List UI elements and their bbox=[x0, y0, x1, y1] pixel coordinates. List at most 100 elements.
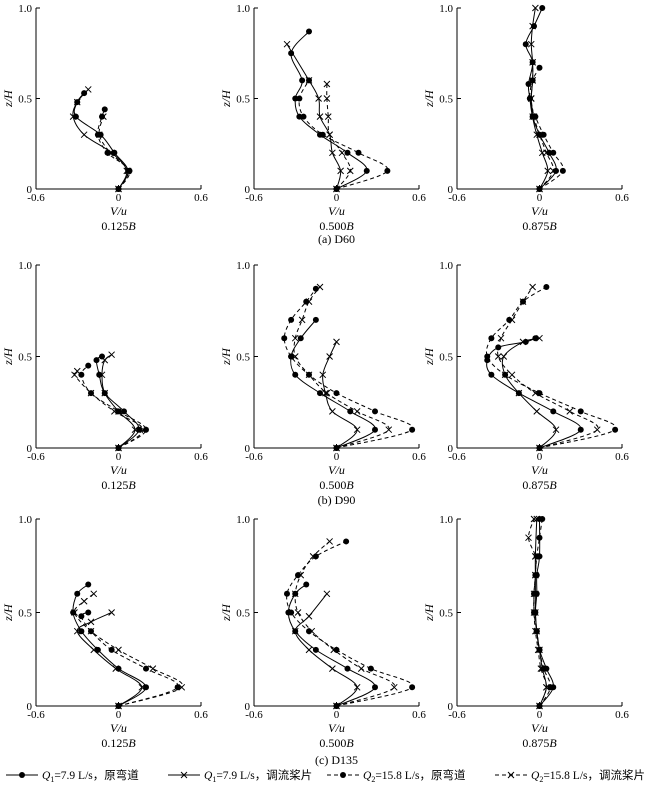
x-axis-label: V/u bbox=[110, 721, 127, 735]
data-point bbox=[527, 95, 535, 102]
data-point bbox=[547, 684, 554, 691]
panel-r2-c0: -0.6 0 0.600.51.0z/HV/u0.125B bbox=[1, 514, 208, 750]
y-tick-label: 0.5 bbox=[236, 608, 250, 620]
legend-marker bbox=[180, 771, 188, 779]
data-point bbox=[80, 131, 88, 139]
data-point bbox=[536, 334, 543, 342]
data-point bbox=[355, 149, 362, 156]
x-axis-label: V/u bbox=[110, 463, 127, 477]
data-point bbox=[124, 167, 132, 175]
series-0 bbox=[72, 90, 132, 192]
data-point bbox=[519, 298, 527, 305]
data-point bbox=[319, 131, 326, 138]
panel-r1-c2: -0.6 0 0.600.51.0z/HV/u0.875B bbox=[422, 260, 629, 492]
series-line bbox=[293, 286, 390, 449]
data-point bbox=[519, 338, 527, 346]
x-tick-label: 0 bbox=[334, 709, 340, 721]
y-axis-label: z/H bbox=[1, 603, 15, 622]
data-point bbox=[296, 113, 303, 120]
data-point bbox=[73, 627, 81, 635]
series-3 bbox=[291, 283, 393, 452]
data-point bbox=[329, 665, 336, 672]
series-2 bbox=[284, 538, 416, 709]
legend-item: Q2=15.8 L/s，调流桨片 bbox=[495, 768, 645, 784]
data-point bbox=[536, 185, 543, 193]
data-point bbox=[312, 316, 319, 323]
data-point bbox=[73, 367, 81, 375]
data-point bbox=[536, 64, 543, 71]
x-tick-label: 0.6 bbox=[194, 451, 208, 463]
data-point bbox=[536, 131, 543, 139]
position-label: 0.500B bbox=[319, 736, 354, 750]
data-point bbox=[319, 371, 327, 379]
data-point bbox=[543, 149, 550, 157]
data-point bbox=[108, 646, 115, 653]
data-point bbox=[73, 98, 81, 106]
y-tick-label: 0.5 bbox=[439, 352, 453, 364]
position-label: 0.875B bbox=[522, 736, 557, 750]
data-point bbox=[533, 515, 541, 523]
series-2 bbox=[281, 285, 416, 451]
data-point bbox=[94, 646, 101, 653]
data-point bbox=[108, 609, 115, 616]
series-1 bbox=[98, 351, 139, 452]
series-line bbox=[294, 593, 358, 707]
x-tick-label: -0.6 bbox=[27, 709, 45, 721]
x-tick-label: 0.6 bbox=[194, 709, 208, 721]
legend-label: Q1=7.9 L/s，调流桨片 bbox=[204, 768, 312, 784]
data-point bbox=[178, 683, 186, 691]
data-point bbox=[333, 390, 340, 397]
data-point bbox=[299, 77, 306, 84]
y-axis-label: z/H bbox=[1, 347, 15, 366]
y-tick-label: 0.5 bbox=[18, 608, 32, 620]
position-label: 0.500B bbox=[319, 219, 354, 233]
x-tick-label: 0.6 bbox=[412, 192, 426, 204]
x-tick-label: -0.6 bbox=[448, 709, 466, 721]
x-tick-label: 0 bbox=[537, 451, 543, 463]
x-axis-label: V/u bbox=[328, 463, 345, 477]
data-point bbox=[322, 389, 329, 397]
data-point bbox=[100, 113, 107, 120]
data-point bbox=[346, 167, 354, 175]
data-point bbox=[323, 590, 331, 598]
data-point bbox=[85, 581, 92, 588]
data-point bbox=[333, 702, 340, 710]
x-tick-label: 0.6 bbox=[412, 709, 426, 721]
data-point bbox=[93, 357, 100, 364]
data-point bbox=[532, 627, 539, 635]
data-point bbox=[539, 5, 546, 11]
x-tick-label: 0.6 bbox=[615, 451, 629, 463]
data-point bbox=[149, 665, 157, 672]
data-point bbox=[101, 106, 108, 113]
legend-label: Q1=7.9 L/s，原弯道 bbox=[42, 768, 139, 784]
data-point bbox=[305, 646, 313, 654]
position-label: 0.875B bbox=[522, 478, 557, 492]
series-3 bbox=[291, 538, 398, 710]
series-1 bbox=[283, 40, 344, 193]
data-point bbox=[353, 408, 361, 415]
data-point bbox=[566, 408, 574, 415]
data-point bbox=[317, 390, 323, 397]
data-point bbox=[121, 408, 127, 415]
series-3 bbox=[494, 283, 601, 452]
data-point bbox=[522, 41, 529, 48]
data-point bbox=[550, 149, 557, 156]
data-point bbox=[329, 149, 336, 157]
data-point bbox=[143, 665, 149, 672]
series-2 bbox=[78, 362, 149, 451]
series-3 bbox=[527, 58, 557, 193]
data-point bbox=[527, 40, 535, 48]
data-point bbox=[333, 444, 340, 452]
panel-r1-c1: -0.6 0 0.600.51.0z/HV/u0.500B bbox=[219, 260, 426, 492]
data-point bbox=[312, 646, 319, 653]
data-point bbox=[333, 185, 340, 193]
data-point bbox=[305, 612, 313, 620]
data-point bbox=[409, 426, 416, 433]
position-label: 0.500B bbox=[319, 478, 354, 492]
data-point bbox=[537, 665, 545, 672]
data-point bbox=[85, 609, 92, 616]
y-tick-label: 1.0 bbox=[236, 514, 250, 526]
y-tick-label: 1.0 bbox=[439, 3, 453, 15]
y-axis-label: z/H bbox=[219, 347, 233, 366]
y-axis-label: z/H bbox=[422, 89, 436, 108]
